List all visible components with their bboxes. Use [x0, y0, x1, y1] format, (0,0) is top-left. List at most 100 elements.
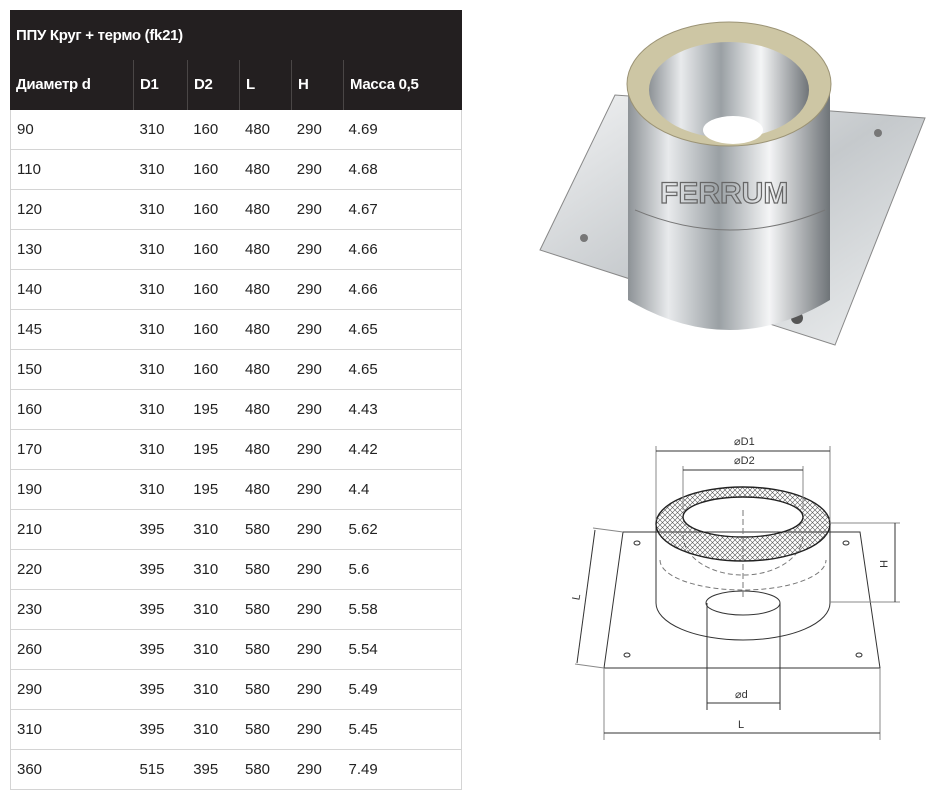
- table-cell: 310: [139, 321, 165, 338]
- label-h: H: [877, 560, 889, 568]
- table-cell: 480: [244, 121, 271, 138]
- table-cell: 310: [139, 481, 165, 498]
- table-cell: 190: [17, 481, 43, 498]
- label-l-side: L: [570, 593, 583, 601]
- insulation-section: [655, 486, 831, 562]
- table-row: 150 310 160 480 290 4.65: [10, 350, 462, 390]
- table-cell: 515: [139, 761, 165, 778]
- table-cell: 290: [296, 761, 322, 778]
- table-cell: 310: [193, 601, 219, 618]
- table-cell: 4.42: [348, 441, 378, 458]
- table-cell: 580: [244, 641, 271, 658]
- table-cell: 310: [139, 161, 165, 178]
- table-cell: 310: [193, 681, 219, 698]
- table-cell: 4.65: [348, 361, 378, 378]
- table-cell: 170: [17, 441, 43, 458]
- table-cell: 120: [17, 201, 43, 218]
- table-row: 360 515 395 580 290 7.49: [10, 750, 462, 790]
- table-cell: 480: [244, 481, 271, 498]
- table-cell: 230: [17, 601, 43, 618]
- table-cell: 310: [193, 641, 219, 658]
- table-cell: 290: [296, 681, 322, 698]
- table-cell: 395: [139, 601, 165, 618]
- table-row: 140 310 160 480 290 4.66: [10, 270, 462, 310]
- table-cell: 480: [244, 321, 271, 338]
- table-cell: 290: [296, 601, 322, 618]
- table-row: 130 310 160 480 290 4.66: [10, 230, 462, 270]
- table-cell: 130: [17, 241, 43, 258]
- table-cell: 310: [139, 241, 165, 258]
- table-cell: 140: [17, 281, 43, 298]
- table-cell: 5.62: [348, 521, 378, 538]
- table-cell: 290: [296, 481, 322, 498]
- table-cell: 5.54: [348, 641, 378, 658]
- column-header: D1: [133, 60, 187, 110]
- table-cell: 160: [193, 241, 219, 258]
- table-row: 210 395 310 580 290 5.62: [10, 510, 462, 550]
- table-cell: 5.58: [348, 601, 378, 618]
- table-cell: 310: [139, 281, 165, 298]
- table-row: 260 395 310 580 290 5.54: [10, 630, 462, 670]
- label-d2: ⌀D2: [734, 455, 755, 467]
- table-cell: 310: [193, 721, 219, 738]
- table-cell: 290: [296, 641, 322, 658]
- table-cell: 290: [296, 561, 322, 578]
- column-header: H: [291, 60, 343, 110]
- label-l-bottom: L: [738, 719, 744, 731]
- table-cell: 160: [193, 161, 219, 178]
- table-cell: 310: [17, 721, 43, 738]
- table-cell: 195: [193, 441, 219, 458]
- table-row: 310 395 310 580 290 5.45: [10, 710, 462, 750]
- table-row: 230 395 310 580 290 5.58: [10, 590, 462, 630]
- table-cell: 5.6: [348, 561, 370, 578]
- table-cell: 360: [17, 761, 43, 778]
- column-header: L: [239, 60, 291, 110]
- table-cell: 310: [193, 561, 219, 578]
- table-cell: 310: [139, 201, 165, 218]
- table-cell: 195: [193, 401, 219, 418]
- table-cell: 4.66: [348, 281, 378, 298]
- table-cell: 480: [244, 281, 271, 298]
- table-row: 170 310 195 480 290 4.42: [10, 430, 462, 470]
- table-cell: 310: [139, 401, 165, 418]
- table-cell: 220: [17, 561, 43, 578]
- label-d1: ⌀D1: [734, 436, 755, 448]
- table-cell: 4.65: [348, 321, 378, 338]
- table-cell: 150: [17, 361, 43, 378]
- spec-table: ППУ Круг + термо (fk21) Диаметр d D1 D2 L H М…: [10, 10, 462, 790]
- table-row: 220 395 310 580 290 5.6: [10, 550, 462, 590]
- column-header: Диаметр d: [16, 76, 91, 93]
- table-cell: 480: [244, 441, 271, 458]
- table-cell: 4.69: [348, 121, 378, 138]
- table-cell: 160: [193, 201, 219, 218]
- table-cell: 290: [17, 681, 43, 698]
- table-row: 290 395 310 580 290 5.49: [10, 670, 462, 710]
- table-cell: 395: [193, 761, 219, 778]
- table-cell: 4.68: [348, 161, 378, 178]
- table-row: 190 310 195 480 290 4.4: [10, 470, 462, 510]
- table-cell: 4.67: [348, 201, 378, 218]
- column-header: D2: [187, 60, 239, 110]
- table-row: 145 310 160 480 290 4.65: [10, 310, 462, 350]
- table-cell: 110: [17, 161, 41, 178]
- table-cell: 290: [296, 321, 322, 338]
- table-cell: 290: [296, 161, 322, 178]
- table-cell: 160: [193, 121, 219, 138]
- table-cell: 160: [193, 361, 219, 378]
- table-cell: 395: [139, 641, 165, 658]
- table-cell: 395: [139, 561, 165, 578]
- column-header: Масса 0,5: [343, 60, 462, 110]
- table-cell: 395: [139, 681, 165, 698]
- table-cell: 580: [244, 601, 271, 618]
- table-row: 90 310 160 480 290 4.69: [10, 110, 462, 150]
- table-cell: 7.49: [348, 761, 378, 778]
- table-cell: 4.43: [348, 401, 378, 418]
- table-row: 110 310 160 480 290 4.68: [10, 150, 462, 190]
- table-cell: 290: [296, 521, 322, 538]
- table-cell: 480: [244, 161, 271, 178]
- table-cell: 580: [244, 521, 271, 538]
- table-cell: 290: [296, 721, 322, 738]
- table-cell: 290: [296, 401, 322, 418]
- table-cell: 290: [296, 121, 322, 138]
